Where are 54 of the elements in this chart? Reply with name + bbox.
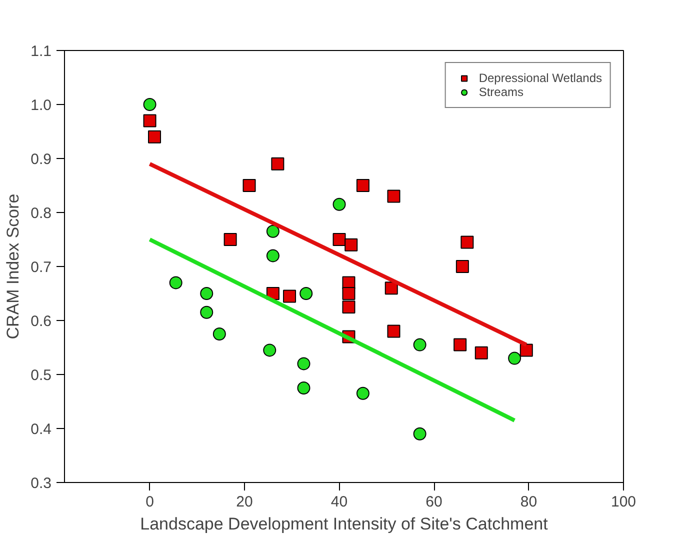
point [413,338,426,352]
point [148,130,162,144]
point [474,346,488,360]
point [454,338,467,352]
y-tick-label: 0.4 [30,421,52,438]
point [297,357,310,370]
point [332,198,346,211]
point [263,344,276,357]
point [344,238,358,252]
x-tick-label: 80 [520,494,538,510]
point [520,344,533,357]
point [456,260,469,273]
y-axis-title: CRAM Index Score [4,194,23,340]
y-tick-label: 0.9 [30,151,52,168]
point [200,287,214,300]
point [460,236,474,249]
x-tick-label: 40 [330,494,348,510]
y-tick-label: 0.5 [30,367,52,384]
point [387,324,400,338]
legend-label: Depressional Wetlands [478,71,602,85]
x-tick-label: 20 [236,494,253,510]
y-tick-label: 0.7 [30,259,52,276]
y-tick-label: 0.6 [30,313,52,330]
point [332,233,346,246]
point [356,386,370,400]
point [242,179,256,192]
y-tick-label: 0.3 [30,475,52,492]
y-tick-label: 1.0 [30,97,52,114]
x-tick-label: 100 [610,494,636,510]
point [169,276,182,290]
point [413,427,426,440]
x-axis-title: Landscape Development Intensity of Site's Catchment [140,514,548,534]
point [224,233,237,246]
point [271,157,284,170]
y-tick-label: 0.8 [30,205,52,222]
x-tick-label: 0 [146,494,154,510]
legend-label: Streams [478,85,524,99]
point [143,114,156,128]
point [342,287,356,300]
y-tick-label: 1.1 [30,43,52,60]
point [300,287,313,300]
point [384,282,398,295]
point [283,290,296,303]
point [143,98,156,111]
point [508,352,522,365]
point [342,300,356,314]
point [212,328,226,340]
point [200,306,214,319]
point [266,224,280,238]
point [356,179,370,192]
point [297,382,310,394]
point [266,249,280,262]
point [387,190,400,203]
x-tick-label: 60 [426,494,442,510]
